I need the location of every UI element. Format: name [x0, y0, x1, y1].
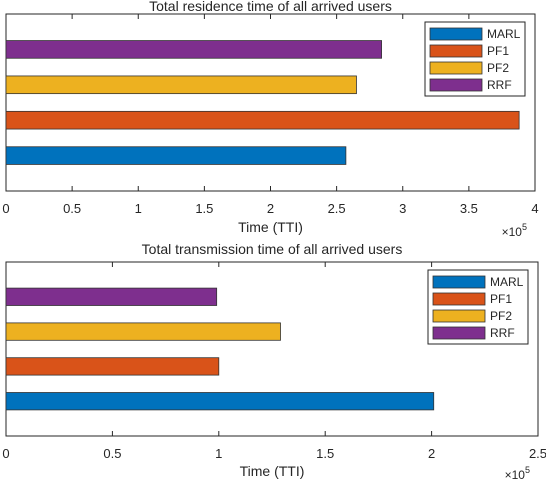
x-axis-exponent-base: ×10 [502, 225, 523, 239]
bar-rrf [5, 40, 382, 59]
x-tick-label: 2.5 [328, 201, 346, 216]
legend-swatch-rrf [429, 78, 483, 92]
legend-label-pf1: PF1 [490, 292, 512, 306]
legend-label-marl: MARL [487, 27, 521, 41]
bar-marl [5, 392, 435, 411]
legend-swatch-pf2 [432, 309, 486, 323]
x-axis-exponent: ×105 [505, 465, 530, 482]
legend: MARL PF1 PF2 RRF [424, 21, 526, 97]
x-axis-label: Time (TTI) [240, 463, 305, 479]
x-tick-label: 3 [399, 201, 406, 216]
legend-label-rrf: RRF [490, 326, 515, 340]
legend-swatch-pf1 [429, 44, 483, 58]
legend-swatch-marl [429, 27, 483, 41]
bar-pf2 [5, 322, 281, 341]
legend-label-rrf: RRF [487, 78, 512, 92]
x-axis-exponent-power: 5 [522, 222, 527, 232]
x-axis-exponent: ×105 [502, 222, 527, 239]
bar-pf2 [5, 75, 357, 95]
chart-title: Total residence time of all arrived user… [149, 0, 392, 14]
bar-rrf [5, 287, 218, 306]
legend-label-pf2: PF2 [490, 309, 512, 323]
legend-swatch-pf2 [429, 61, 483, 75]
x-axis-exponent-base: ×10 [505, 468, 526, 482]
x-tick-label: 0 [2, 446, 9, 461]
chart-title: Total transmission time of all arrived u… [142, 241, 403, 257]
x-tick-label: 2 [428, 446, 435, 461]
x-axis-label: Time (TTI) [238, 219, 303, 235]
x-tick-label: 1.5 [316, 446, 334, 461]
x-tick-label: 2 [267, 201, 274, 216]
legend-swatch-marl [432, 275, 486, 289]
x-axis-exponent-power: 5 [525, 465, 530, 475]
chart-panel-1: Total residence time of all arrived user… [2, 0, 538, 239]
x-tick-label: 0.5 [63, 201, 81, 216]
x-tick-label: 2.5 [529, 446, 546, 461]
x-tick-label: 0 [2, 201, 9, 216]
x-tick-label: 3.5 [460, 201, 478, 216]
x-tick-label: 4 [531, 201, 538, 216]
bar-pf1 [5, 110, 520, 130]
x-tick-label: 1 [215, 446, 222, 461]
legend-swatch-pf1 [432, 292, 486, 306]
chart-panel-2: Total transmission time of all arrived u… [2, 241, 546, 482]
legend-swatch-rrf [432, 326, 486, 340]
legend-label-pf2: PF2 [487, 61, 509, 75]
x-tick-label: 1.5 [195, 201, 213, 216]
legend-label-marl: MARL [490, 275, 524, 289]
legend-label-pf1: PF1 [487, 44, 509, 58]
x-tick-label: 0.5 [103, 446, 121, 461]
x-tick-label: 1 [135, 201, 142, 216]
bar-marl [5, 146, 347, 165]
legend: MARL PF1 PF2 RRF [427, 269, 529, 345]
bar-pf1 [5, 357, 220, 376]
